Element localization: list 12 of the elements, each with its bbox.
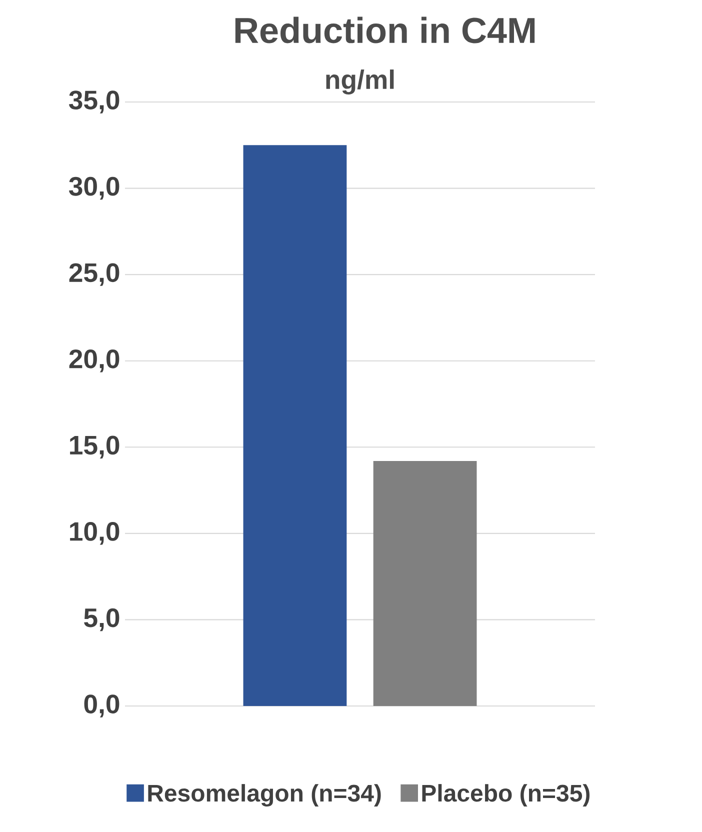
y-tick-label: 35,0 [68,90,120,114]
legend-label: Resomelagon (n=34) [148,784,381,807]
y-tick-label: 10,0 [70,522,120,545]
y-tick-label: 20,0 [69,349,120,372]
y-tick-label: 5,0 [84,608,120,632]
y-tick-label: 30,0 [68,176,120,200]
y-tick-label: 25,0 [69,263,120,286]
y-tick-label: 0,0 [84,694,120,718]
legend-label: Placebo (n=35) [422,784,590,806]
chart-title: Reduction in C4M [235,16,535,44]
chart-subtitle: ng/ml [326,70,394,94]
y-tick-label: 15,0 [70,436,120,459]
